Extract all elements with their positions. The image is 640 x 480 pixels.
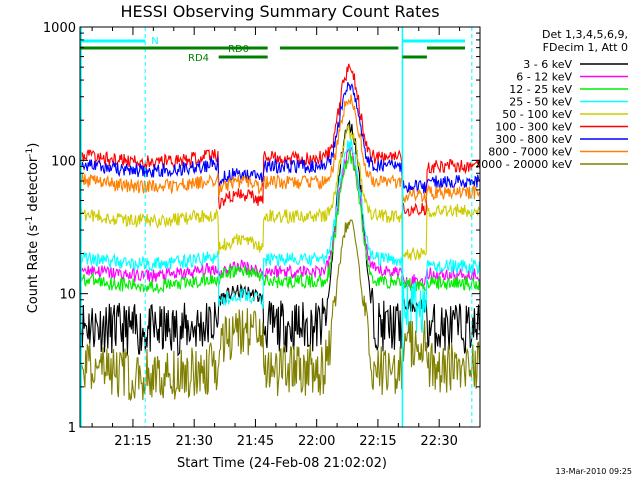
y-tick-label-2: 10 (59, 288, 76, 303)
legend-header-line-2: FDecim 1, Att 0 (543, 41, 628, 54)
x-axis-label: Start Time (24-Feb-08 21:02:02) (177, 456, 387, 471)
series-line-6 (79, 63, 480, 217)
legend-label-9: 7000 - 20000 keV (474, 158, 572, 171)
y-tick-label-3: 100 (51, 154, 76, 169)
rd4-label: RD4 (188, 53, 209, 64)
series-line-9 (79, 219, 480, 402)
rd0-label: RD0 (228, 44, 249, 55)
legend-label-2: 6 - 12 keV (516, 71, 572, 84)
plot-layer (79, 63, 480, 402)
y-axis-label-sup1: -1 (25, 216, 35, 225)
y-axis-label-part2: detector (26, 156, 41, 216)
y-axis-label-part1: Count Rate (s (26, 225, 41, 314)
x-tick-label-6: 22:30 (420, 434, 457, 449)
y-axis-label: Count Rate (s-1 detector-1) (25, 143, 41, 314)
series-line-4 (79, 138, 480, 334)
legend-header-line-1: Det 1,3,4,5,6,9, (542, 28, 628, 41)
legend-label-1: 3 - 6 keV (523, 58, 572, 71)
legend-label-6: 100 - 300 keV (495, 121, 572, 134)
legend-label-8: 800 - 7000 keV (488, 146, 572, 159)
legend-label-5: 50 - 100 keV (502, 108, 572, 121)
series-line-8 (79, 94, 480, 203)
series-line-5 (79, 125, 480, 261)
legend: Det 1,3,4,5,6,9, FDecim 1, Att 0 3 - 6 k… (474, 28, 628, 171)
series-line-1 (79, 119, 480, 357)
legend-label-7: 300 - 800 keV (495, 133, 572, 146)
legend-label-4: 25 - 50 keV (509, 96, 572, 109)
y-tick-label-1: 1 (68, 421, 76, 436)
x-tick-label-1: 21:15 (114, 434, 151, 449)
annotation-layer: N RD0 RD4 (80, 27, 473, 427)
generation-timestamp: 13-Mar-2010 09:25 (556, 467, 633, 476)
plot-frame (79, 26, 481, 428)
axis-layer: 21:15 21:30 21:45 22:00 22:15 22:30 1 10 100 1000 (43, 21, 481, 449)
x-tick-label-4: 22:00 (298, 434, 335, 449)
y-tick-label-4: 1000 (43, 21, 76, 36)
x-tick-label-5: 22:15 (359, 434, 396, 449)
y-axis-label-sup2: -1 (25, 148, 35, 157)
x-tick-label-2: 21:30 (175, 434, 212, 449)
legend-label-3: 12 - 25 keV (509, 83, 572, 96)
night-label: N (151, 36, 158, 47)
chart-title: HESSI Observing Summary Count Rates (120, 2, 439, 21)
y-axis-label-part3: ) (26, 143, 41, 148)
x-tick-label-3: 21:45 (237, 434, 274, 449)
series-line-2 (79, 146, 480, 289)
